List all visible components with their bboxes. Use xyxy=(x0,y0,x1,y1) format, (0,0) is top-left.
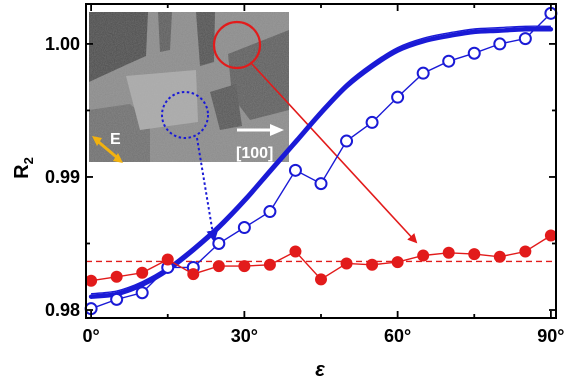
data-point-filled xyxy=(238,260,251,273)
direction-label: [100] xyxy=(236,145,273,162)
data-point-filled xyxy=(468,248,481,261)
data-point-open xyxy=(237,221,251,235)
data-point-open xyxy=(263,205,277,219)
direction-arrow-icon xyxy=(237,124,284,136)
data-point-filled xyxy=(315,273,327,286)
data-point-open xyxy=(518,32,532,46)
y-axis-title-main: R xyxy=(11,164,33,179)
data-point-filled xyxy=(340,257,353,270)
red-probe-circle xyxy=(212,20,262,70)
y-axis-title-subscript: 2 xyxy=(21,157,36,164)
data-point-filled xyxy=(187,268,200,281)
data-point-filled xyxy=(366,258,379,271)
y-tick-label: 0.98 xyxy=(45,300,80,320)
data-point-filled xyxy=(417,249,430,262)
data-point-filled xyxy=(391,256,404,269)
data-point-open xyxy=(391,90,405,104)
x-tick-label: 30° xyxy=(231,326,258,346)
data-point-filled xyxy=(544,229,557,242)
y-tick-label: 1.00 xyxy=(45,34,80,54)
e-field-label: E xyxy=(110,131,121,148)
data-point-open xyxy=(365,115,379,129)
y-tick-label: 0.99 xyxy=(45,167,80,187)
data-point-open xyxy=(288,163,302,177)
data-point-open xyxy=(212,236,226,250)
data-point-filled xyxy=(85,274,98,287)
data-point-filled xyxy=(110,270,123,283)
data-point-filled xyxy=(136,266,149,279)
data-point-open xyxy=(135,286,149,300)
data-point-filled xyxy=(212,260,225,273)
axis-ticks: 0° 30° 60° 90° 0.98 0.99 1.00 xyxy=(45,4,565,346)
data-point-filled xyxy=(289,245,302,258)
data-point-open xyxy=(110,292,124,306)
e-field-arrow-icon xyxy=(92,136,123,163)
data-point-filled xyxy=(442,246,455,259)
data-point-open xyxy=(467,46,481,60)
x-tick-label: 0° xyxy=(82,326,99,346)
data-point-open xyxy=(314,177,328,191)
inset-micrograph xyxy=(89,12,289,162)
data-point-filled xyxy=(493,250,506,263)
blue-probe-circle xyxy=(161,91,209,139)
y-axis-title: R2 xyxy=(11,157,36,179)
data-point-open xyxy=(340,134,354,148)
red-connector-arrow xyxy=(251,63,418,244)
data-point-open xyxy=(416,66,430,80)
data-point-filled xyxy=(161,253,174,266)
x-axis-title: ε xyxy=(315,359,325,381)
data-point-filled xyxy=(263,258,276,271)
svg-text:R2: R2 xyxy=(11,157,36,179)
data-series xyxy=(84,6,558,316)
x-tick-label: 60° xyxy=(384,326,411,346)
data-point-open xyxy=(442,54,456,68)
data-point-open xyxy=(493,37,507,51)
x-tick-label: 90° xyxy=(537,326,564,346)
blue-connector-arrow xyxy=(196,137,219,243)
data-point-filled xyxy=(519,245,532,258)
